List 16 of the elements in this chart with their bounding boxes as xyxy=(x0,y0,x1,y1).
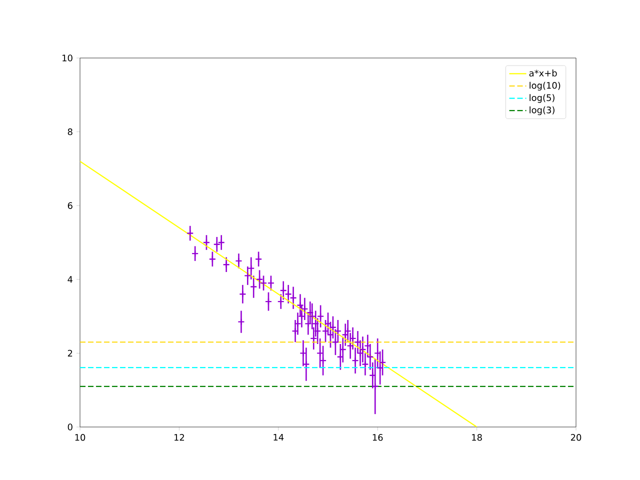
y-tick-label: 4 xyxy=(68,276,72,283)
y-tick-label: 6 xyxy=(68,202,72,209)
x-tick-label: 10 xyxy=(75,434,86,441)
legend-label: a*x+b xyxy=(529,70,557,76)
legend-label: log(10) xyxy=(530,82,560,91)
y-tick-label: 10 xyxy=(62,54,72,62)
x-tick-label: 12 xyxy=(174,434,184,441)
x-tick-label: 20 xyxy=(570,434,582,441)
x-tick-label: 18 xyxy=(472,434,482,441)
x-tick-label: 16 xyxy=(372,434,383,441)
x-tick-label: 14 xyxy=(274,434,284,441)
y-tick-label: 8 xyxy=(68,128,72,136)
legend-label: log(3) xyxy=(530,106,554,116)
legend-label: log(5) xyxy=(530,94,554,103)
y-tick-label: 2 xyxy=(68,350,72,357)
y-tick-label: 0 xyxy=(68,424,72,430)
